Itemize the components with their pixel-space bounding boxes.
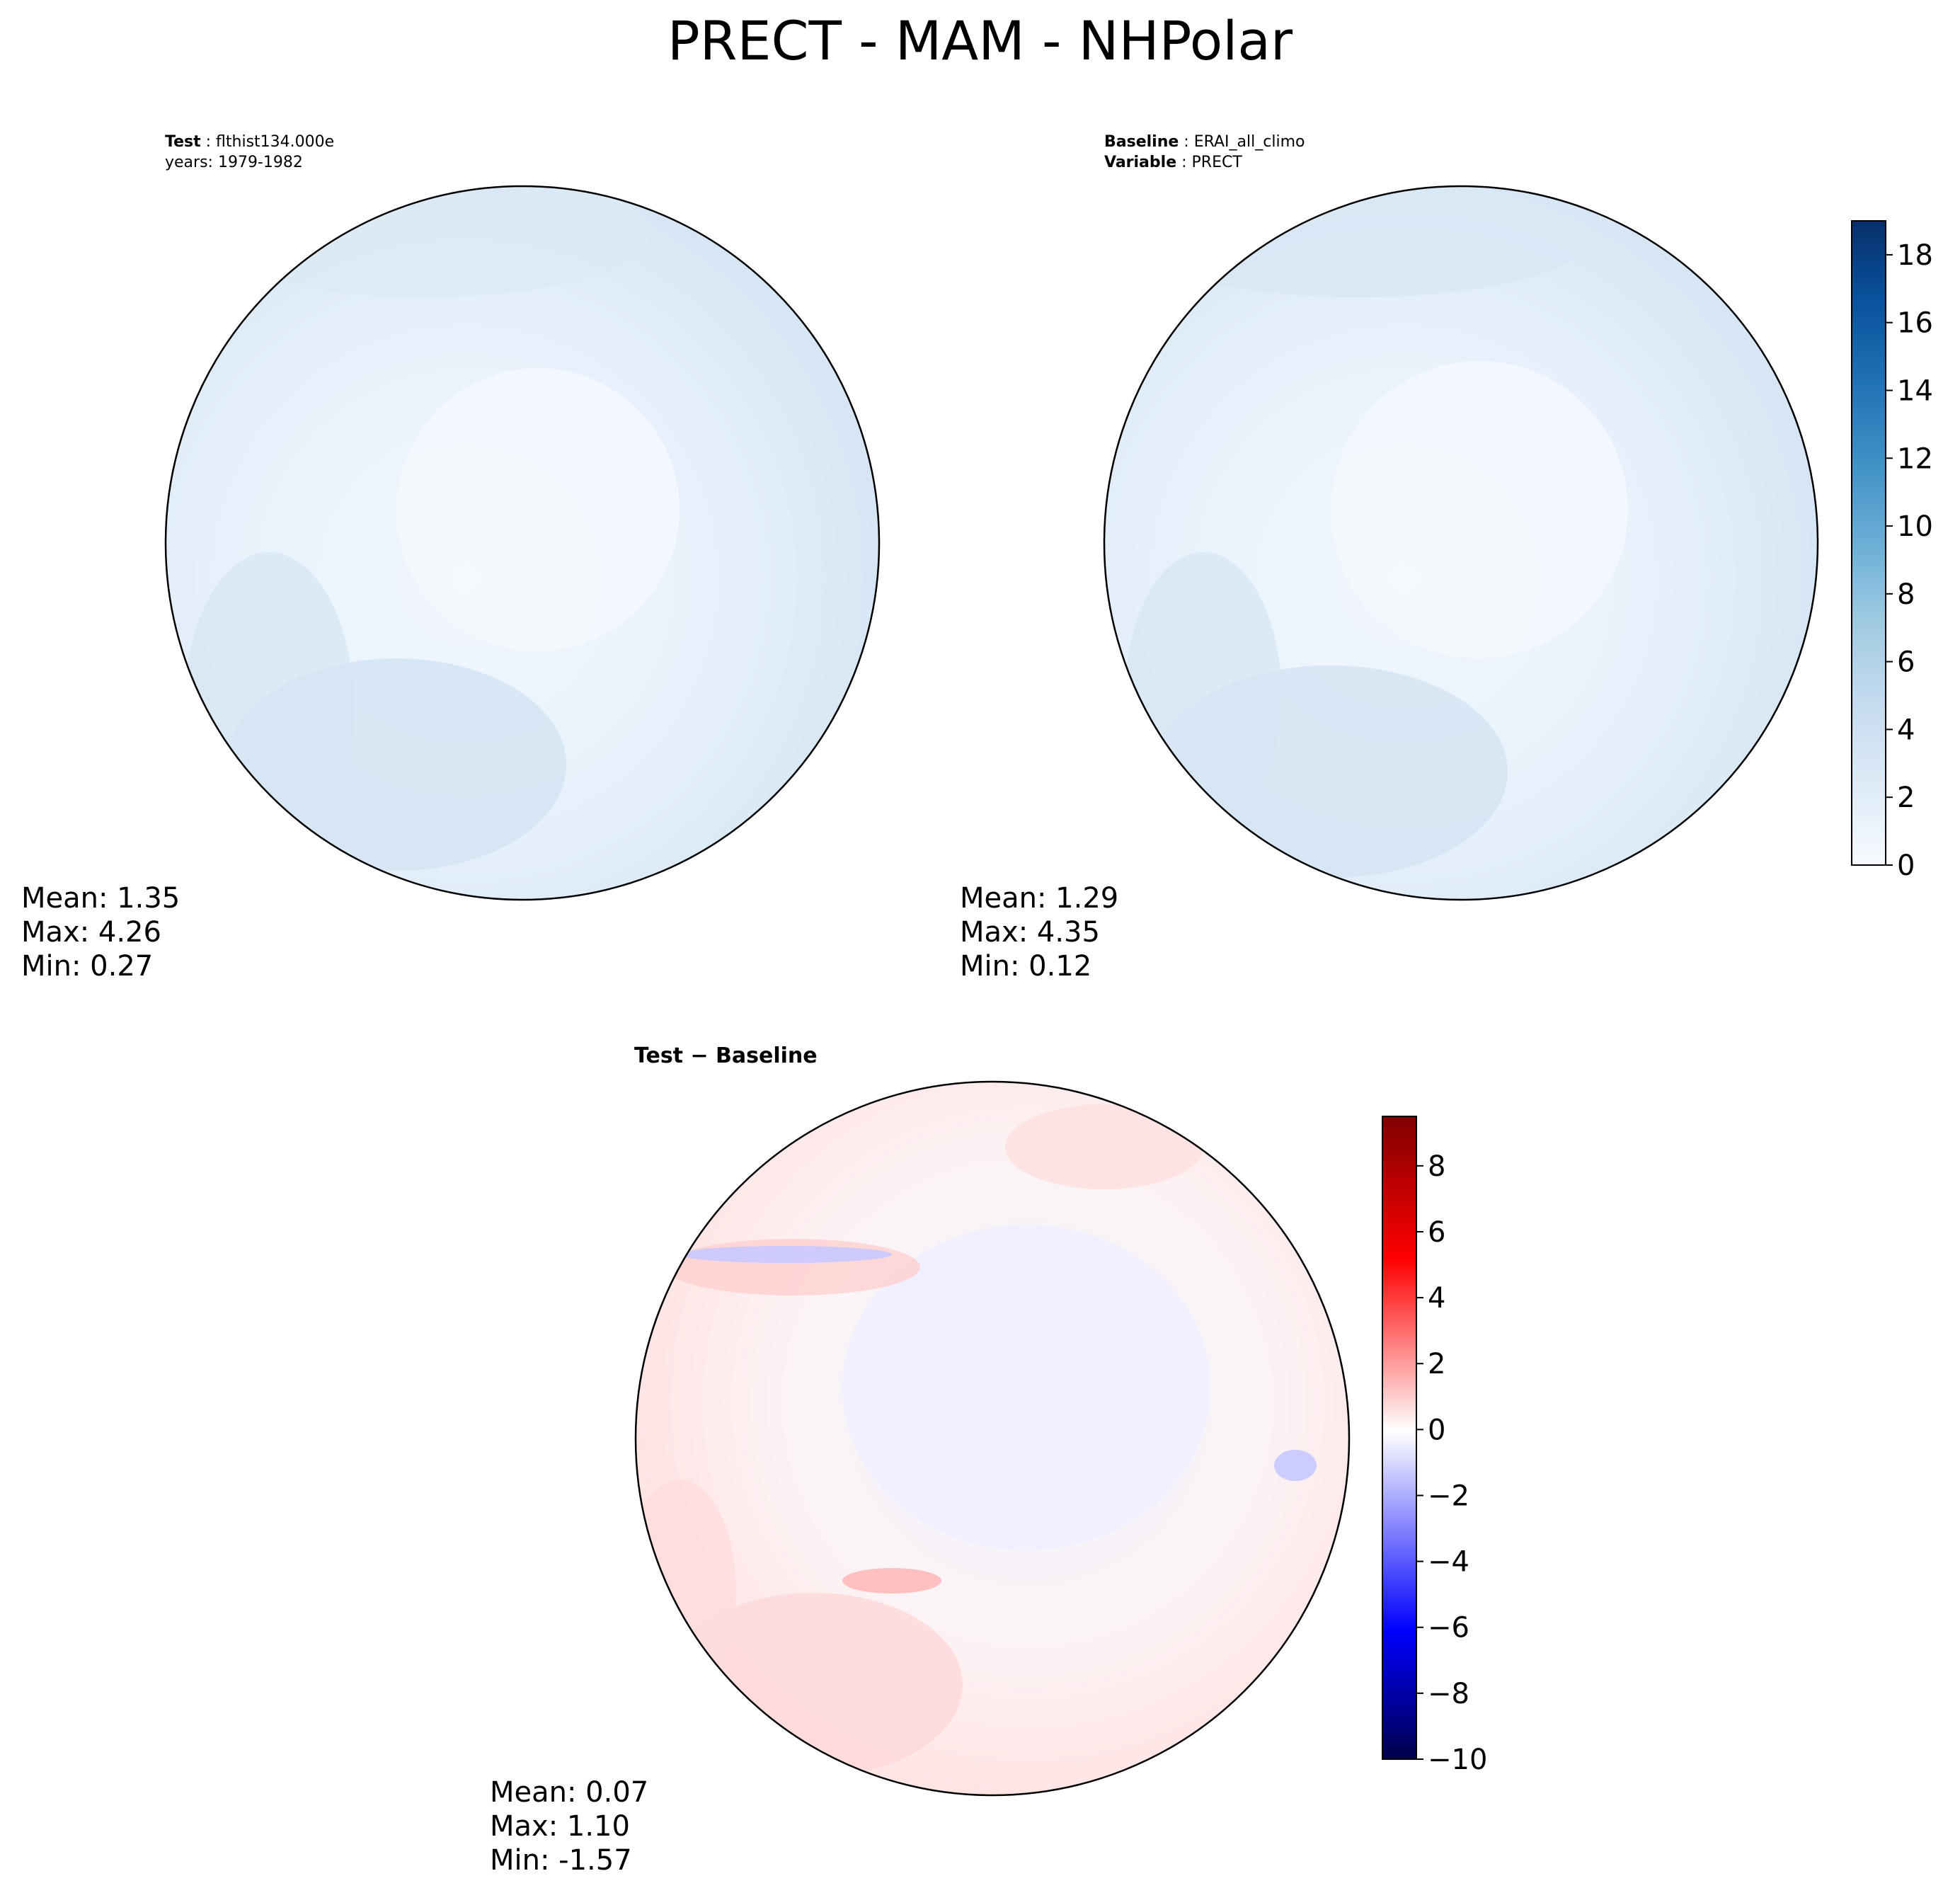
diff-mean: Mean: 0.07 [490, 1776, 649, 1809]
test-label-key: Test [165, 133, 201, 151]
diff-colorbar-tick-label-8: 6 [1428, 1216, 1445, 1249]
test-min: Min: 0.27 [21, 950, 154, 983]
main-colorbar-tick-label-6: 12 [1897, 442, 1933, 475]
variable-label-sep: : [1176, 154, 1192, 171]
diff-colorbar-tick-label-6: 2 [1428, 1348, 1445, 1380]
main-colorbar-tick-label-3: 6 [1897, 646, 1915, 679]
diff-colorbar-tick-label-4: −2 [1428, 1480, 1469, 1512]
main-colorbar-tick-label-7: 14 [1897, 374, 1933, 407]
baseline-mean: Mean: 1.29 [960, 882, 1119, 915]
baseline-stats: Mean: 1.29 Max: 4.35 Min: 0.12 [960, 881, 1118, 983]
baseline-label-value: ERAI_all_climo [1193, 133, 1305, 151]
main-colorbar-tick-label-0: 0 [1897, 849, 1915, 882]
test-max: Max: 4.26 [21, 916, 161, 949]
test-panel-header: Test : flthist134.000e years: 1979-1982 [165, 132, 334, 173]
diff-colorbar-ticks: −10 −8 −6 −4 −2 0 2 4 6 8 [1416, 1150, 1487, 1776]
diff-stats: Mean: 0.07 Max: 1.10 Min: -1.57 [490, 1775, 648, 1877]
baseline-label-sep: : [1179, 133, 1194, 151]
test-mean: Mean: 1.35 [21, 882, 180, 915]
main-colorbar: 0 2 4 6 8 10 12 14 16 18 [1851, 220, 1933, 882]
main-colorbar-ticks: 0 2 4 6 8 10 12 14 16 18 [1886, 239, 1933, 882]
figure-title: PRECT - MAM - NHPolar [667, 9, 1293, 72]
main-colorbar-tick-label-2: 4 [1897, 714, 1915, 746]
variable-label-key: Variable [1104, 154, 1177, 171]
diff-map [634, 1080, 1351, 1797]
diff-panel-title: Test − Baseline [634, 1043, 818, 1068]
diff-colorbar-tick-label-9: 8 [1428, 1150, 1445, 1183]
baseline-map [1103, 185, 1819, 901]
diff-max: Max: 1.10 [490, 1810, 630, 1843]
test-stats: Mean: 1.35 Max: 4.26 Min: 0.27 [21, 881, 180, 983]
test-map [164, 185, 881, 901]
baseline-max: Max: 4.35 [960, 916, 1100, 949]
baseline-label-key: Baseline [1104, 133, 1179, 151]
main-colorbar-tick-label-1: 2 [1897, 782, 1915, 814]
main-colorbar-tick-label-9: 18 [1897, 239, 1933, 272]
test-label-value: flthist134.000e [216, 133, 335, 151]
test-label-sep: : [200, 133, 217, 151]
diff-colorbar-tick-label-5: 0 [1428, 1414, 1445, 1446]
diff-min: Min: -1.57 [490, 1844, 632, 1877]
baseline-panel-header: Baseline : ERAI_all_climo Variable : PRE… [1104, 132, 1305, 173]
diff-colorbar-tick-label-7: 4 [1428, 1282, 1445, 1315]
diff-colorbar-tick-label-2: −6 [1428, 1612, 1469, 1644]
variable-label-value: PRECT [1191, 154, 1242, 171]
main-colorbar-tick-label-5: 10 [1897, 510, 1933, 543]
diff-colorbar-tick-label-3: −4 [1428, 1546, 1469, 1579]
diff-colorbar-tick-label-1: −8 [1428, 1678, 1469, 1710]
diff-colorbar: −10 −8 −6 −4 −2 0 2 4 6 8 [1382, 1116, 1487, 1776]
test-years: years: 1979-1982 [165, 154, 303, 171]
diff-colorbar-tick-label-0: −10 [1428, 1744, 1487, 1776]
main-colorbar-tick-label-8: 16 [1897, 307, 1933, 340]
main-colorbar-tick-label-4: 8 [1897, 578, 1915, 611]
baseline-min: Min: 0.12 [960, 950, 1092, 983]
